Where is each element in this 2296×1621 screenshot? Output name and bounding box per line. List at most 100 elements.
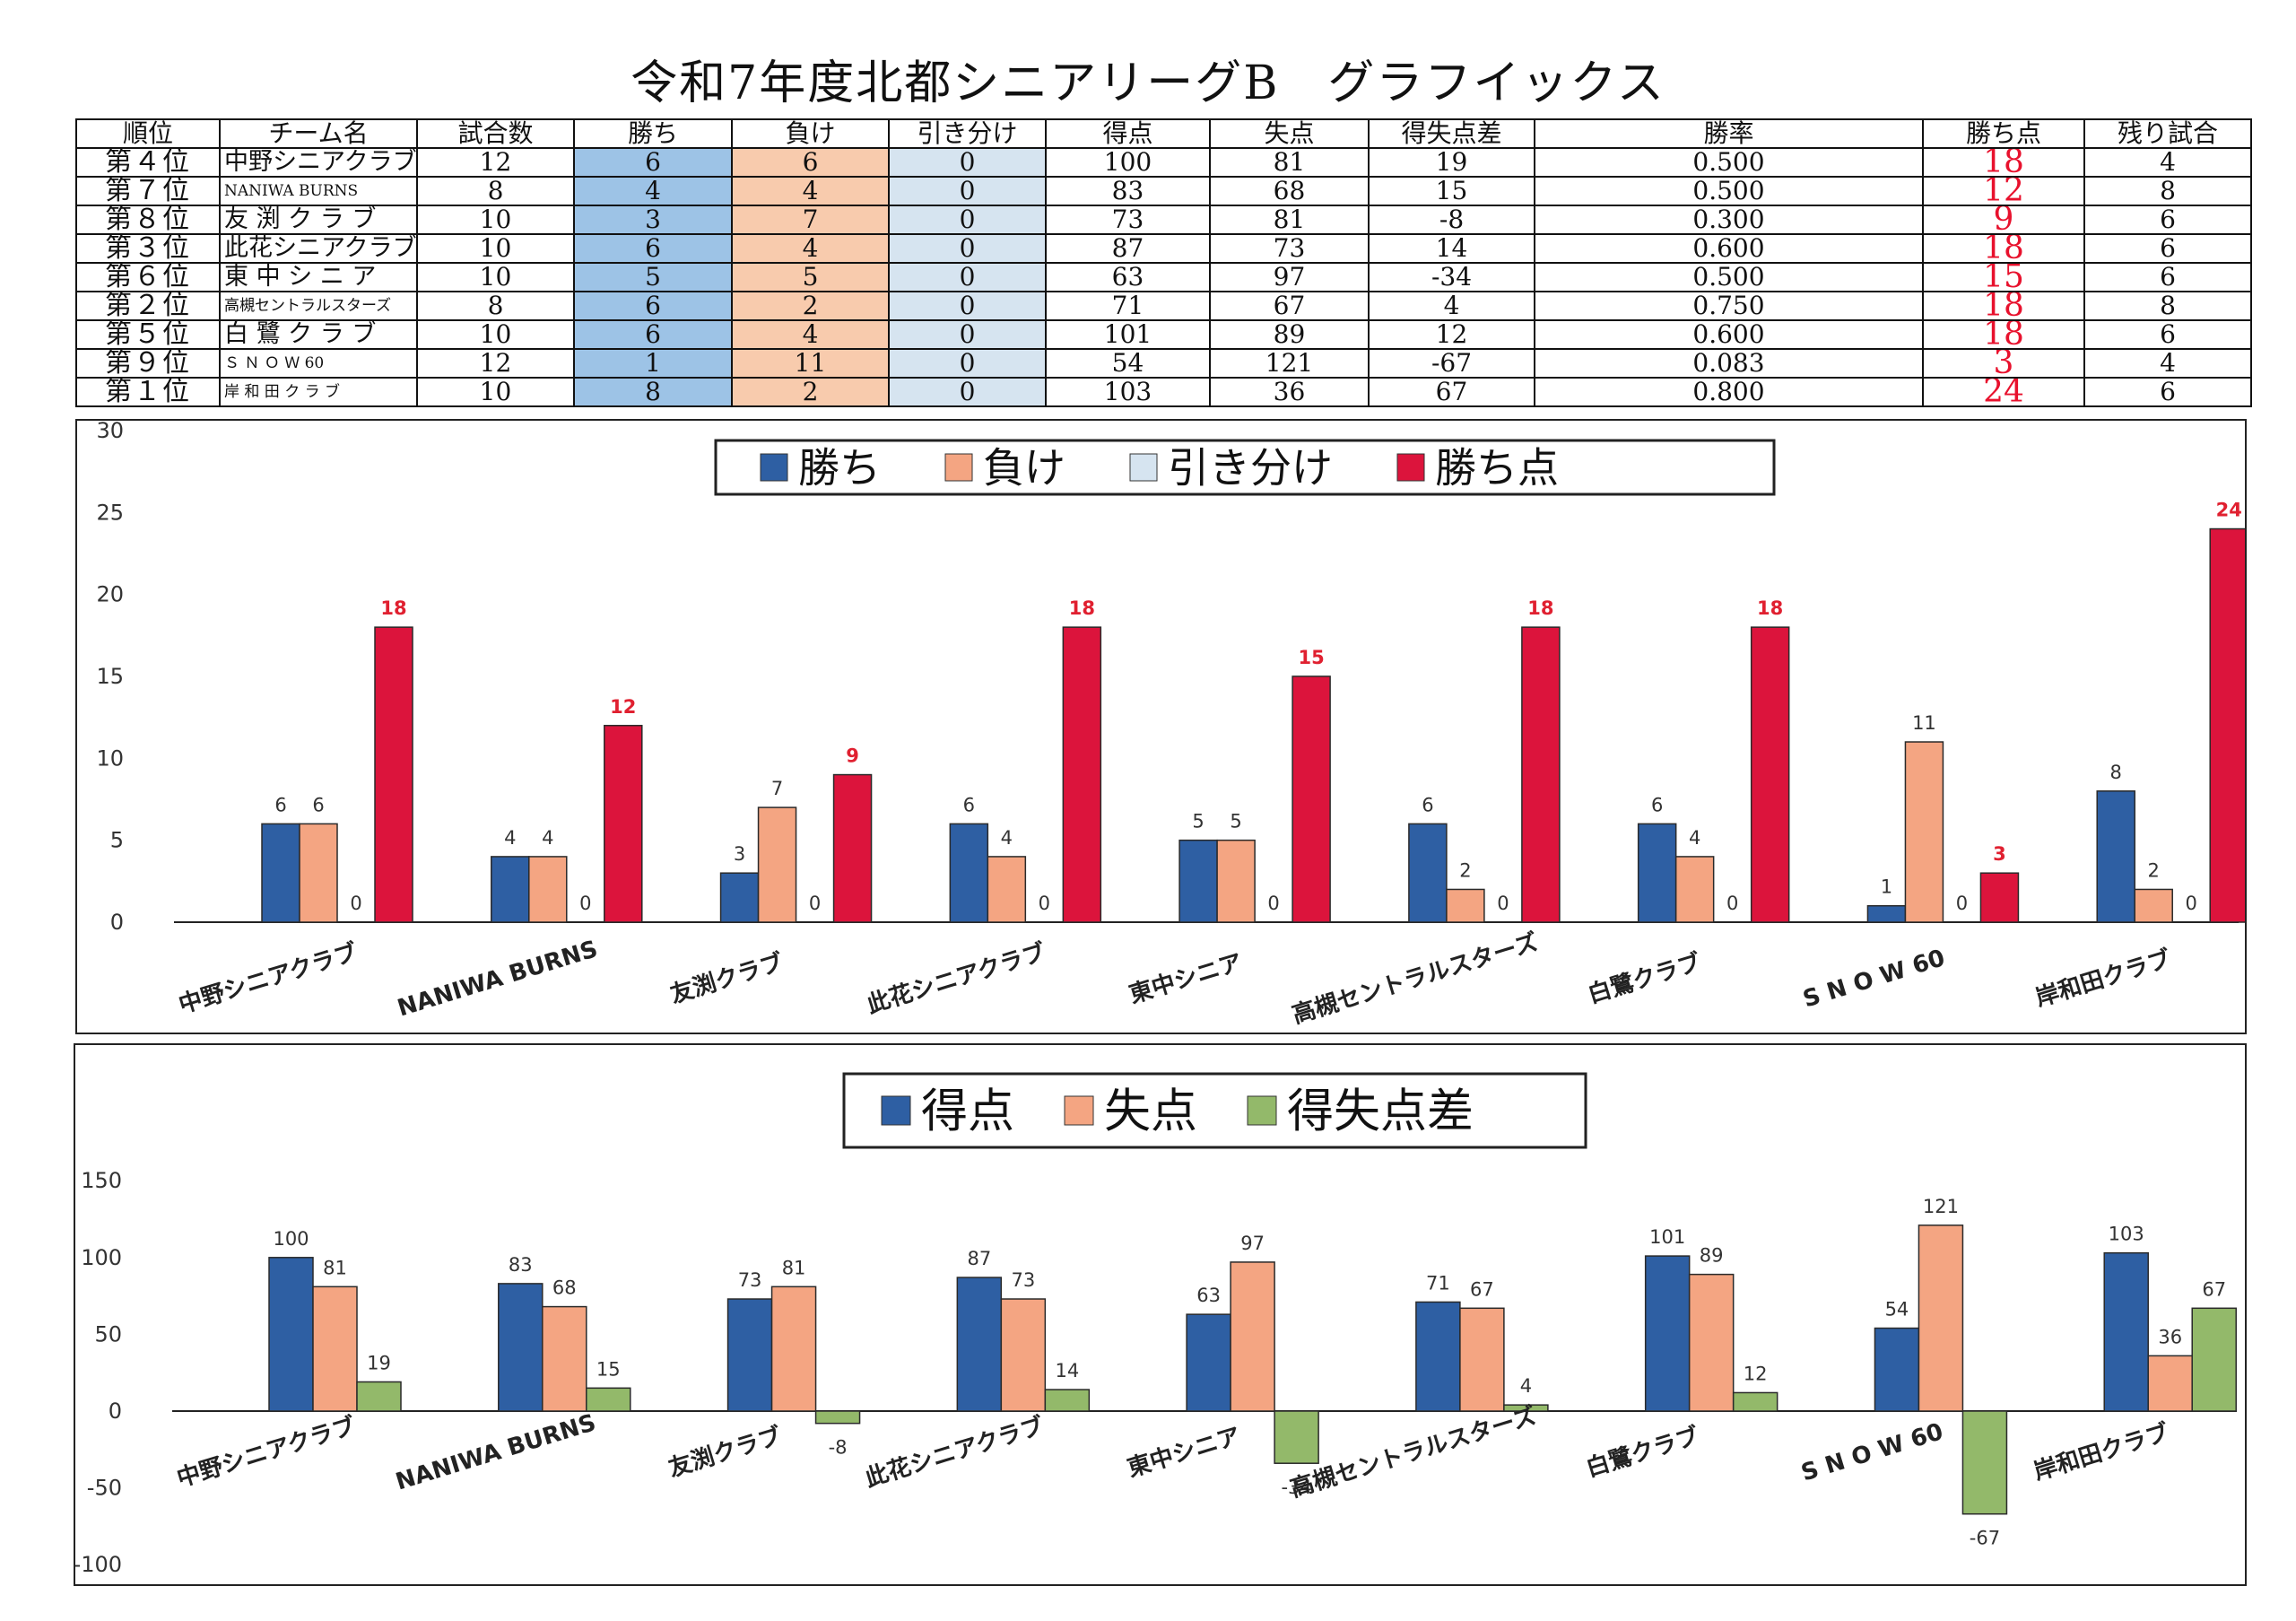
- page-title: 令和7年度北都シニアリーグB グラフイックス: [631, 57, 1665, 110]
- bar: [1274, 1410, 1319, 1464]
- data-label: 103: [2109, 1224, 2144, 1245]
- cell-scored: 100: [1045, 147, 1211, 178]
- y-tick-label: 15: [96, 664, 124, 689]
- cell-points: 12: [1922, 176, 2085, 206]
- legend-label: 失点: [1104, 1085, 1197, 1139]
- legend-swatch: [1247, 1095, 1277, 1126]
- data-label: 0: [1497, 893, 1509, 914]
- bar: [1000, 1298, 1047, 1412]
- data-label: 15: [1298, 647, 1324, 668]
- cell-conceded: 97: [1209, 262, 1370, 292]
- column-header: 勝ち: [573, 118, 733, 149]
- bar: [356, 1381, 402, 1412]
- legend-swatch: [1396, 453, 1425, 482]
- cell-remaining: 6: [2083, 205, 2252, 235]
- cell-points: 9: [1922, 205, 2085, 235]
- y-tick-label: 0: [110, 910, 124, 935]
- cell-rate: 0.500: [1534, 176, 1924, 206]
- cell-losses: 2: [731, 291, 890, 321]
- bar: [2209, 527, 2248, 923]
- cell-draws: 0: [888, 205, 1047, 235]
- cell-rate: 0.300: [1534, 205, 1924, 235]
- data-label: 68: [552, 1277, 577, 1299]
- y-tick-label: 150: [81, 1168, 122, 1193]
- cell-draws: 0: [888, 348, 1047, 379]
- y-tick-label: 5: [110, 828, 124, 853]
- cell-team: 此花シニアクラブ: [219, 233, 418, 264]
- cell-conceded: 121: [1209, 348, 1370, 379]
- y-tick-label: 25: [96, 500, 124, 525]
- column-header: 勝率: [1534, 118, 1924, 149]
- data-label: 81: [782, 1257, 806, 1278]
- cell-rank: 第７位: [75, 176, 221, 206]
- legend-swatch: [1064, 1095, 1094, 1126]
- legend-swatch: [881, 1095, 911, 1126]
- category-label: 高槻セントラルスターズ: [1287, 1401, 1539, 1503]
- table-row: 第９位 Ｓ Ｎ Ｏ Ｗ 60 12 1 11 0 54 121 -67 0.083 3 4: [75, 348, 2252, 379]
- data-label: 87: [967, 1248, 991, 1269]
- cell-points: 18: [1922, 291, 2085, 321]
- cell-diff: 12: [1368, 319, 1535, 350]
- legend-label: 得失点差: [1287, 1085, 1474, 1139]
- bar: [491, 856, 530, 923]
- bar: [956, 1277, 1003, 1412]
- cell-games: 8: [416, 176, 575, 206]
- legend-label: 負け: [983, 444, 1065, 492]
- cell-losses: 4: [731, 319, 890, 350]
- data-label: 0: [1267, 893, 1279, 914]
- data-label: 3: [1993, 843, 2006, 865]
- cell-losses: 11: [731, 348, 890, 379]
- data-label: 6: [274, 794, 286, 815]
- category-label: 中野シニアクラブ: [174, 1412, 360, 1493]
- category-label: 岸和田クラブ: [2032, 945, 2174, 1012]
- bar: [312, 1285, 358, 1412]
- y-tick-label: 10: [96, 745, 124, 771]
- legend-label: 引き分け: [1168, 444, 1333, 492]
- cell-diff: -8: [1368, 205, 1535, 235]
- column-header: 負け: [731, 118, 890, 149]
- data-label: 4: [504, 827, 516, 849]
- data-label: 11: [1912, 712, 1936, 734]
- cell-rank: 第６位: [75, 262, 221, 292]
- category-label: S N O W 60: [1798, 1418, 1946, 1487]
- bar: [757, 806, 797, 923]
- cell-diff: 14: [1368, 233, 1535, 264]
- cell-rate: 0.750: [1534, 291, 1924, 321]
- cell-rank: 第９位: [75, 348, 221, 379]
- legend-swatch: [944, 453, 973, 482]
- category-label: 東中シニア: [1125, 1423, 1244, 1483]
- cell-losses: 5: [731, 262, 890, 292]
- y-tick-label: 30: [96, 421, 124, 443]
- data-label: 3: [734, 843, 745, 865]
- category-label: 此花シニアクラブ: [862, 1412, 1048, 1493]
- data-label: 73: [1011, 1269, 1035, 1291]
- y-tick-label: -50: [87, 1476, 122, 1501]
- cell-draws: 0: [888, 291, 1047, 321]
- cell-remaining: 8: [2083, 176, 2252, 206]
- category-label: 友渕クラブ: [667, 948, 787, 1009]
- cell-remaining: 4: [2083, 348, 2252, 379]
- column-header: 順位: [75, 118, 221, 149]
- bar: [1644, 1255, 1691, 1412]
- legend-swatch: [1129, 453, 1158, 482]
- cell-rank: 第８位: [75, 205, 221, 235]
- data-label: 5: [1230, 811, 1241, 832]
- bar: [604, 725, 643, 923]
- bar: [2147, 1355, 2193, 1412]
- bar: [1750, 626, 1790, 923]
- bar: [1216, 839, 1256, 923]
- column-header: 失点: [1209, 118, 1370, 149]
- table-row: 第４位 中野シニアクラブ 12 6 6 0 100 81 19 0.500 18 4: [75, 147, 2252, 178]
- cell-wins: 1: [573, 348, 733, 379]
- data-label: 100: [273, 1228, 309, 1250]
- legend-label: 得点: [921, 1085, 1014, 1139]
- cell-wins: 3: [573, 205, 733, 235]
- cell-conceded: 89: [1209, 319, 1370, 350]
- data-label: 0: [350, 893, 361, 914]
- cell-wins: 6: [573, 319, 733, 350]
- bar: [299, 823, 338, 923]
- cell-rate: 0.600: [1534, 319, 1924, 350]
- bar: [770, 1285, 817, 1412]
- bar: [1961, 1410, 2008, 1515]
